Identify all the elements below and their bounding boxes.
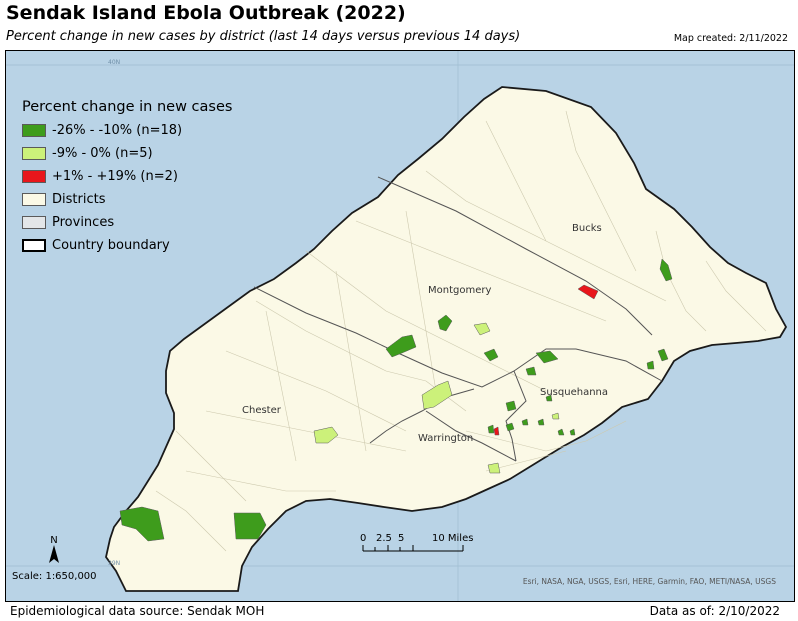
map-title: Sendak Island Ebola Outbreak (2022) (6, 2, 406, 24)
district-decrease-large[interactable] (557, 428, 565, 436)
legend-item: -9% - 0% (n=5) (22, 142, 232, 165)
district-decrease-small[interactable] (487, 462, 501, 474)
scale-bar (362, 545, 464, 552)
legend-label: Country boundary (52, 238, 170, 253)
province-label-montgomery: Montgomery (428, 285, 492, 296)
district-decrease-large[interactable] (521, 418, 529, 426)
legend-item: Country boundary (22, 234, 232, 257)
province-label-susquehanna: Susquehanna (540, 387, 609, 398)
data-date: Data as of: 2/10/2022 (649, 604, 780, 618)
district-decrease-large[interactable] (535, 350, 559, 364)
north-label: N (50, 535, 58, 546)
district-decrease-small[interactable] (551, 412, 560, 420)
province-label-chester: Chester (242, 405, 281, 416)
district-decrease-large[interactable] (525, 366, 537, 376)
choropleth-districts (119, 258, 673, 542)
map-created-date: Map created: 2/11/2022 (673, 33, 788, 44)
legend-label: -26% - -10% (n=18) (52, 123, 183, 138)
district-increase[interactable] (577, 284, 599, 300)
map-subtitle: Percent change in new cases by district … (6, 29, 521, 44)
district-decrease-large[interactable] (569, 428, 576, 436)
district-decrease-small[interactable] (421, 380, 453, 410)
graticule-label-north: 40N (108, 59, 121, 66)
province-label-bucks: Bucks (572, 223, 602, 234)
map-frame[interactable]: 40N 39N Bucks Montgomery Susquehanna Che… (5, 50, 795, 602)
north-arrow-icon (49, 545, 59, 563)
legend-label: +1% - +19% (n=2) (52, 169, 178, 184)
district-decrease-small[interactable] (313, 426, 339, 444)
legend-swatch-increase (22, 170, 46, 183)
legend-item: Provinces (22, 211, 232, 234)
district-decrease-large[interactable] (437, 314, 453, 332)
district-decrease-large[interactable] (483, 348, 499, 362)
scalebar-tick-2: 5 (398, 533, 405, 544)
district-decrease-large[interactable] (487, 424, 495, 434)
scalebar-tick-1: 2.5 (376, 533, 392, 544)
district-decrease-large[interactable] (537, 418, 545, 426)
legend-title: Percent change in new cases (22, 99, 233, 115)
district-decrease-large[interactable] (659, 258, 673, 282)
legend-label: -9% - 0% (n=5) (52, 146, 153, 161)
map-canvas[interactable] (6, 51, 794, 601)
legend-label: Districts (52, 192, 106, 207)
graticule-label-south: 39N (108, 560, 121, 567)
district-decrease-large[interactable] (545, 394, 553, 402)
legend-item: +1% - +19% (n=2) (22, 165, 232, 188)
scale-text: Scale: 1:650,000 (12, 571, 97, 582)
legend-swatch-country-boundary (22, 239, 46, 252)
district-lines (155, 110, 767, 552)
legend-item: -26% - -10% (n=18) (22, 119, 232, 142)
legend: Percent change in new cases -26% - -10% … (22, 99, 232, 257)
province-label-warrington: Warrington (418, 433, 474, 444)
legend-label: Provinces (52, 215, 115, 230)
district-decrease-large[interactable] (119, 506, 165, 542)
district-decrease-large[interactable] (385, 334, 417, 358)
legend-swatch-decrease-large (22, 124, 46, 137)
district-decrease-large[interactable] (233, 512, 267, 540)
legend-swatch-decrease-small (22, 147, 46, 160)
scalebar-tick-3: 10 Miles (432, 533, 474, 544)
scalebar-tick-0: 0 (360, 533, 367, 544)
data-source: Epidemiological data source: Sendak MOH (10, 604, 265, 618)
legend-swatch-provinces (22, 216, 46, 229)
district-decrease-large[interactable] (505, 400, 517, 412)
basemap-credits: Esri, NASA, NGA, USGS, Esri, HERE, Garmi… (522, 577, 776, 586)
district-decrease-large[interactable] (657, 348, 669, 362)
district-decrease-small[interactable] (473, 322, 491, 336)
district-decrease-large[interactable] (646, 360, 655, 370)
district-increase[interactable] (493, 426, 500, 436)
district-decrease-large[interactable] (505, 422, 515, 432)
legend-item: Districts (22, 188, 232, 211)
country-boundary[interactable] (105, 86, 788, 592)
legend-swatch-districts (22, 193, 46, 206)
